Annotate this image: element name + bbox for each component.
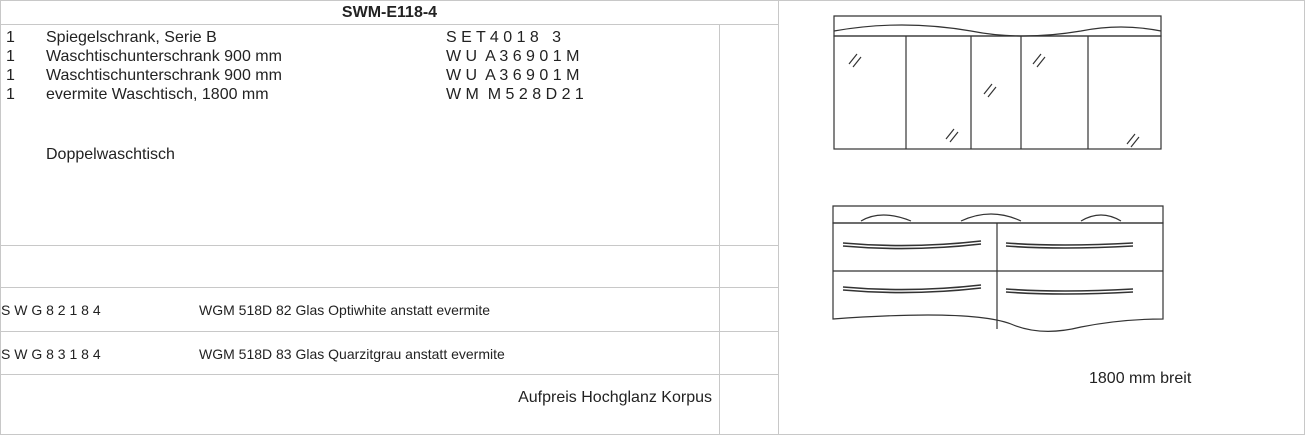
option-text: WGM 518D 83 Glas Quarzitgrau anstatt eve… <box>199 346 505 362</box>
item-qty: 1 <box>6 29 15 46</box>
rule <box>1 287 778 288</box>
item-name: Waschtischunterschrank 900 mm <box>46 67 282 84</box>
option-code: S W G 8 3 1 8 4 <box>1 346 101 362</box>
rule <box>1 245 778 246</box>
option-text: WGM 518D 82 Glas Optiwhite anstatt everm… <box>199 302 490 318</box>
rule <box>778 1 779 434</box>
item-qty: 1 <box>6 67 15 84</box>
item-code: W U A 3 6 9 0 1 M <box>446 48 580 65</box>
caption: 1800 mm breit <box>1089 370 1192 387</box>
rule <box>1 24 778 25</box>
rule <box>719 24 720 434</box>
item-name: evermite Waschtisch, 1800 mm <box>46 86 269 103</box>
rule <box>1 331 778 332</box>
item-code: W U A 3 6 9 0 1 M <box>446 67 580 84</box>
item-name: Spiegelschrank, Serie B <box>46 29 217 46</box>
item-code: W M M 5 2 8 D 2 1 <box>446 86 584 103</box>
rule <box>1 374 778 375</box>
item-note: Doppelwaschtisch <box>46 146 175 163</box>
option-code: S W G 8 2 1 8 4 <box>1 302 101 318</box>
item-code: S E T 4 0 1 8 3 <box>446 29 562 46</box>
surcharge: Aufpreis Hochglanz Korpus <box>518 389 712 406</box>
item-qty: 1 <box>6 48 15 65</box>
title: SWM-E118-4 <box>341 4 438 21</box>
item-name: Waschtischunterschrank 900 mm <box>46 48 282 65</box>
item-qty: 1 <box>6 86 15 103</box>
product-drawing <box>832 15 1164 332</box>
